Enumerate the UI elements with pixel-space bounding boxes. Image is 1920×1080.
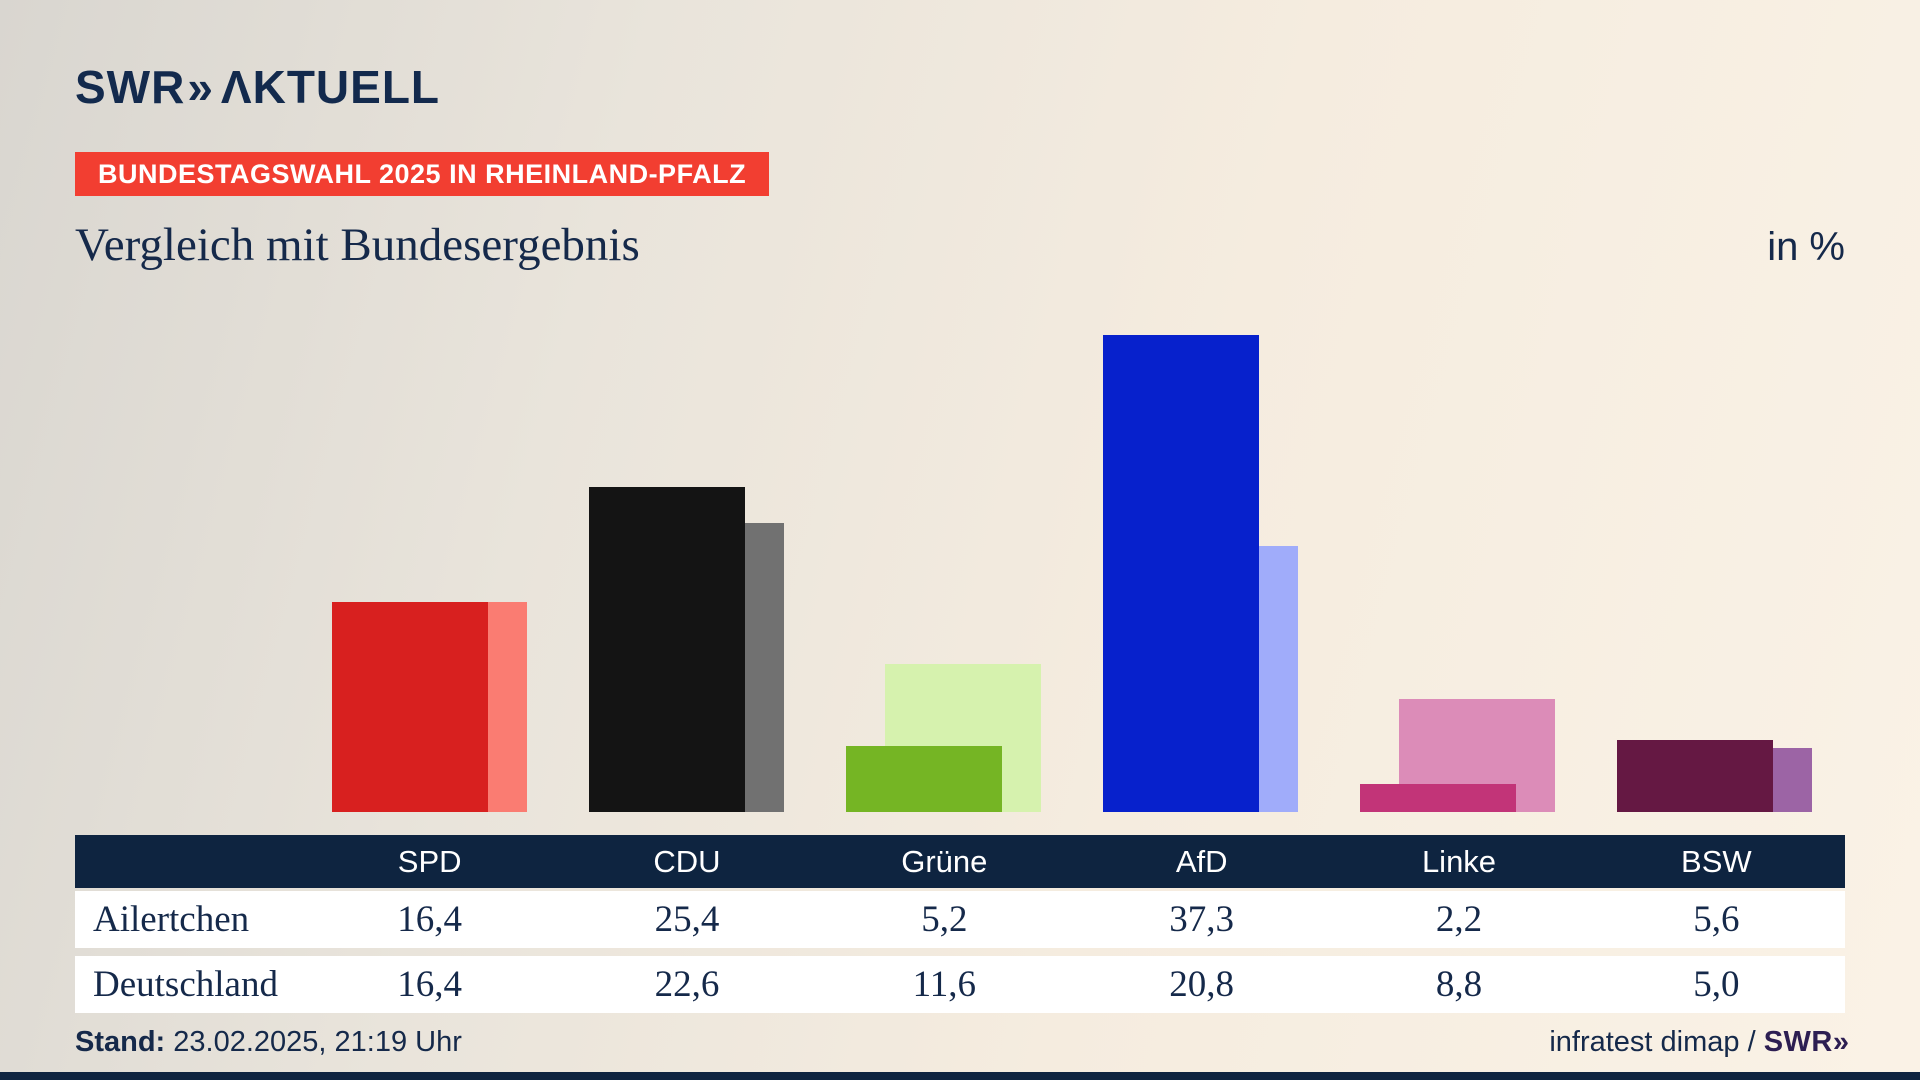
bottom-accent-bar [0,1072,1920,1080]
value-ailertchen-bsw: 5,6 [1693,899,1740,940]
source-credit: infratest dimap / SWR» [1549,1026,1849,1059]
source-brand-text: SWR [1763,1026,1833,1058]
swr-brand-mark: SWR» [1763,1026,1849,1058]
source-chevron-icon: » [1832,1026,1849,1058]
chart-title: Vergleich mit Bundesergebnis [75,219,640,271]
value-ailertchen-afd: 37,3 [1169,899,1235,940]
table-header-row: SPD CDU Grüne AfD Linke BSW [75,835,1845,888]
table-row-ailertchen: Ailertchen 16,4 25,4 5,2 37,3 2,2 5,6 [75,891,1845,948]
value-deutschland-grüne: 11,6 [912,964,977,1005]
row-label-ailertchen: Ailertchen [93,899,250,940]
unit-label: in % [1767,225,1845,269]
election-badge: BUNDESTAGSWAHL 2025 IN RHEINLAND-PFALZ [75,152,770,196]
swr-aktuell-logo: SWR» ΛKTUELL [75,60,440,114]
column-header-spd: SPD [397,843,462,879]
stand-value: 23.02.2025, 21:19 Uhr [165,1026,462,1058]
logo-brand-text: SWR [75,61,186,113]
value-deutschland-linke: 8,8 [1435,964,1483,1005]
column-header-bsw: BSW [1681,843,1752,879]
bar-bsw-ailertchen [1617,740,1773,812]
value-ailertchen-spd: 16,4 [397,899,463,940]
value-ailertchen-grüne: 5,2 [921,899,968,940]
source-text: infratest dimap / [1549,1026,1764,1058]
logo-wordmark: ΛKTUELL [220,61,441,113]
bar-grüne-ailertchen [846,745,1002,812]
value-ailertchen-cdu: 25,4 [654,899,720,940]
stand-label: Stand: [75,1026,166,1058]
title-row: Vergleich mit Bundesergebnis in % [75,218,1845,272]
bar-afd-ailertchen [1103,334,1259,812]
results-table: SPD CDU Grüne AfD Linke BSW Ailertchen 16,4 25,4… [75,835,1845,1013]
column-header-cdu: CDU [653,843,721,879]
bar-linke-ailertchen [1360,783,1516,812]
value-ailertchen-linke: 2,2 [1435,899,1483,940]
row-label-deutschland: Deutschland [93,964,278,1005]
value-deutschland-afd: 20,8 [1169,964,1235,1005]
table-row-deutschland: Deutschland 16,4 22,6 11,6 20,8 8,8 5,0 [75,956,1845,1013]
bar-spd-ailertchen [332,602,488,812]
timestamp: Stand: 23.02.2025, 21:19 Uhr [75,1026,462,1059]
column-header-afd: AfD [1175,843,1228,879]
column-header-grüne: Grüne [901,843,988,879]
column-header-linke: Linke [1421,843,1497,879]
value-deutschland-cdu: 22,6 [654,964,720,1005]
value-deutschland-spd: 16,4 [397,964,463,1005]
bar-cdu-ailertchen [589,487,745,812]
value-deutschland-bsw: 5,0 [1693,964,1740,1005]
